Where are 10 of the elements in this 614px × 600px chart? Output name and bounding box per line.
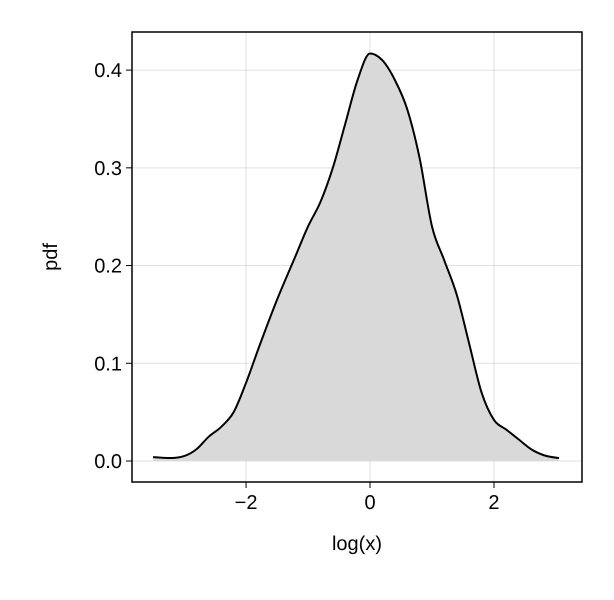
y-tick-label: 0.3	[94, 158, 122, 180]
y-tick-label: 0.4	[94, 60, 122, 82]
x-tick-label: 0	[364, 492, 376, 514]
y-tick-label: 0.1	[94, 353, 122, 376]
x-axis-title: log(x)	[332, 533, 382, 555]
y-axis-title: pdf	[40, 242, 62, 271]
x-tick-label: −2	[234, 492, 258, 514]
x-tick-label: 2	[488, 492, 500, 514]
y-tick-label: 0.0	[94, 450, 122, 473]
y-tick-label: 0.2	[94, 256, 122, 278]
